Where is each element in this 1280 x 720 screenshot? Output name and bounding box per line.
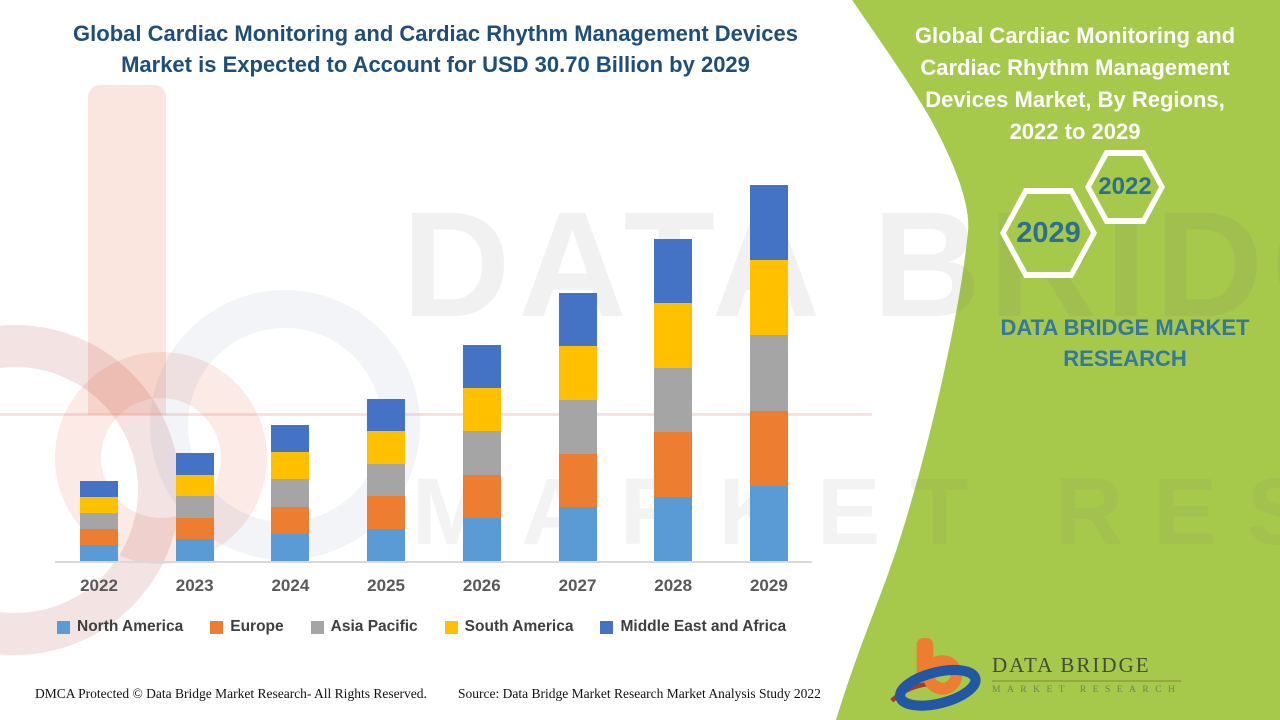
bar-2025-asia-pacific (367, 463, 406, 496)
bar-2022-europe (80, 529, 118, 545)
logo-name-text: DATA BRIDGE (992, 653, 1182, 682)
hexagon-year-2029: 2029 (1016, 216, 1081, 249)
bar-2026-north-america (462, 517, 501, 561)
bar-2024 (271, 425, 310, 561)
legend-label-europe: Europe (230, 618, 284, 635)
legend-label-middle-east-and-africa: Middle East and Africa (620, 618, 787, 635)
data-bridge-logo: DATA BRIDGE MARKET RESEARCH (890, 636, 1182, 712)
bar-2029 (749, 185, 788, 561)
data-bridge-logo-icon (890, 638, 981, 711)
bar-2025-south-america (367, 431, 406, 464)
legend-item-north-america: North America (57, 618, 183, 636)
data-bridge-logo-words: DATA BRIDGE MARKET RESEARCH (992, 653, 1182, 695)
bar-2028 (654, 239, 693, 561)
hexagon-2029: 2029 (1000, 188, 1097, 278)
x-axis-label-2029: 2029 (749, 576, 788, 595)
chart-legend: North America Europe Asia Pacific South Ame… (57, 618, 786, 636)
bar-2027-middle-east-and-africa (558, 292, 597, 347)
legend-swatch-south-america (444, 620, 458, 634)
legend-label-south-america: South America (464, 618, 574, 635)
bar-2024-south-america (271, 452, 310, 480)
bar-2027-asia-pacific (558, 399, 597, 454)
bar-2029-south-america (749, 260, 788, 336)
bar-2023-europe (175, 517, 214, 540)
bar-2028-middle-east-and-africa (654, 239, 693, 304)
legend-swatch-middle-east-and-africa (600, 620, 614, 634)
bar-2027-north-america (558, 507, 597, 561)
bar-2023-middle-east-and-africa (175, 453, 214, 475)
bar-2022-middle-east-and-africa (80, 481, 118, 497)
bar-2024-north-america (271, 533, 310, 561)
x-axis-label-2026: 2026 (462, 576, 501, 595)
bar-2024-middle-east-and-africa (271, 425, 310, 453)
page-title-line1: Global Cardiac Monitoring and Cardiac Rh… (73, 21, 798, 46)
logo-sub-text: MARKET RESEARCH (992, 685, 1182, 695)
footer-dmca-text: DMCA Protected © Data Bridge Market Rese… (35, 686, 427, 701)
bar-2026-middle-east-and-africa (462, 345, 501, 389)
legend-label-asia-pacific: Asia Pacific (330, 618, 418, 635)
bar-2025 (367, 398, 406, 561)
bar-2027-south-america (558, 346, 597, 400)
bar-2028-north-america (654, 496, 693, 561)
x-axis-label-2022: 2022 (80, 576, 118, 595)
x-axis-label-2028: 2028 (654, 576, 693, 595)
footer-source-text: Source: Data Bridge Market Research Mark… (458, 686, 821, 701)
legend-label-north-america: North America (77, 618, 184, 635)
bar-2024-asia-pacific (271, 479, 310, 507)
legend-item-asia-pacific: Asia Pacific (310, 618, 418, 636)
chart-area (55, 170, 812, 563)
bar-2027-europe (558, 453, 597, 508)
bar-2029-asia-pacific (749, 335, 788, 411)
bar-2025-north-america (367, 528, 406, 561)
bar-2028-asia-pacific (654, 367, 693, 433)
legend-swatch-europe (210, 620, 224, 634)
page-title: Global Cardiac Monitoring and Cardiac Rh… (8, 18, 863, 80)
bar-2029-middle-east-and-africa (749, 185, 788, 261)
bar-2026-asia-pacific (462, 431, 501, 475)
bar-2027 (558, 292, 597, 561)
bar-2022-south-america (80, 497, 118, 513)
bar-2022-north-america (80, 545, 118, 561)
side-panel-brand-text: DATA BRIDGE MARKET RESEARCH (1000, 315, 1250, 371)
hexagon-year-2022: 2022 (1098, 173, 1152, 200)
bar-2025-middle-east-and-africa (367, 398, 406, 431)
x-axis-label-2024: 2024 (271, 576, 310, 595)
bar-2029-north-america (749, 485, 788, 561)
legend-item-europe: Europe (210, 618, 284, 636)
hexagon-2022: 2022 (1085, 150, 1165, 224)
legend-item-south-america: South America (444, 618, 574, 636)
bar-2026-europe (462, 474, 501, 518)
legend-item-middle-east-and-africa: Middle East and Africa (600, 618, 786, 636)
bar-2025-europe (367, 496, 406, 529)
bar-2026-south-america (462, 388, 501, 432)
x-axis-labels: 2022 2023 2024 2025 2026 2027 2028 2029 (55, 576, 812, 600)
bar-2028-europe (654, 432, 693, 497)
bar-2023-south-america (175, 474, 214, 497)
bar-2023-asia-pacific (175, 496, 214, 518)
bar-2026 (462, 345, 501, 561)
page-title-line2: Market is Expected to Account for USD 30… (121, 52, 750, 77)
bar-2024-europe (271, 506, 310, 534)
bar-2023-north-america (175, 539, 214, 561)
bar-2028-south-america (654, 303, 693, 368)
x-axis-label-2025: 2025 (367, 576, 406, 595)
bar-2022-asia-pacific (80, 513, 118, 529)
x-axis-label-2023: 2023 (175, 576, 214, 595)
legend-swatch-asia-pacific (310, 620, 324, 634)
legend-swatch-north-america (57, 620, 70, 634)
bar-2029-europe (749, 410, 788, 486)
bar-2023 (175, 453, 214, 561)
x-axis-label-2027: 2027 (558, 576, 597, 595)
bar-2022 (80, 481, 118, 561)
hexagon-2022-fill (1091, 156, 1159, 218)
side-panel-heading: Global Cardiac Monitoring and Cardiac Rh… (914, 23, 1236, 144)
